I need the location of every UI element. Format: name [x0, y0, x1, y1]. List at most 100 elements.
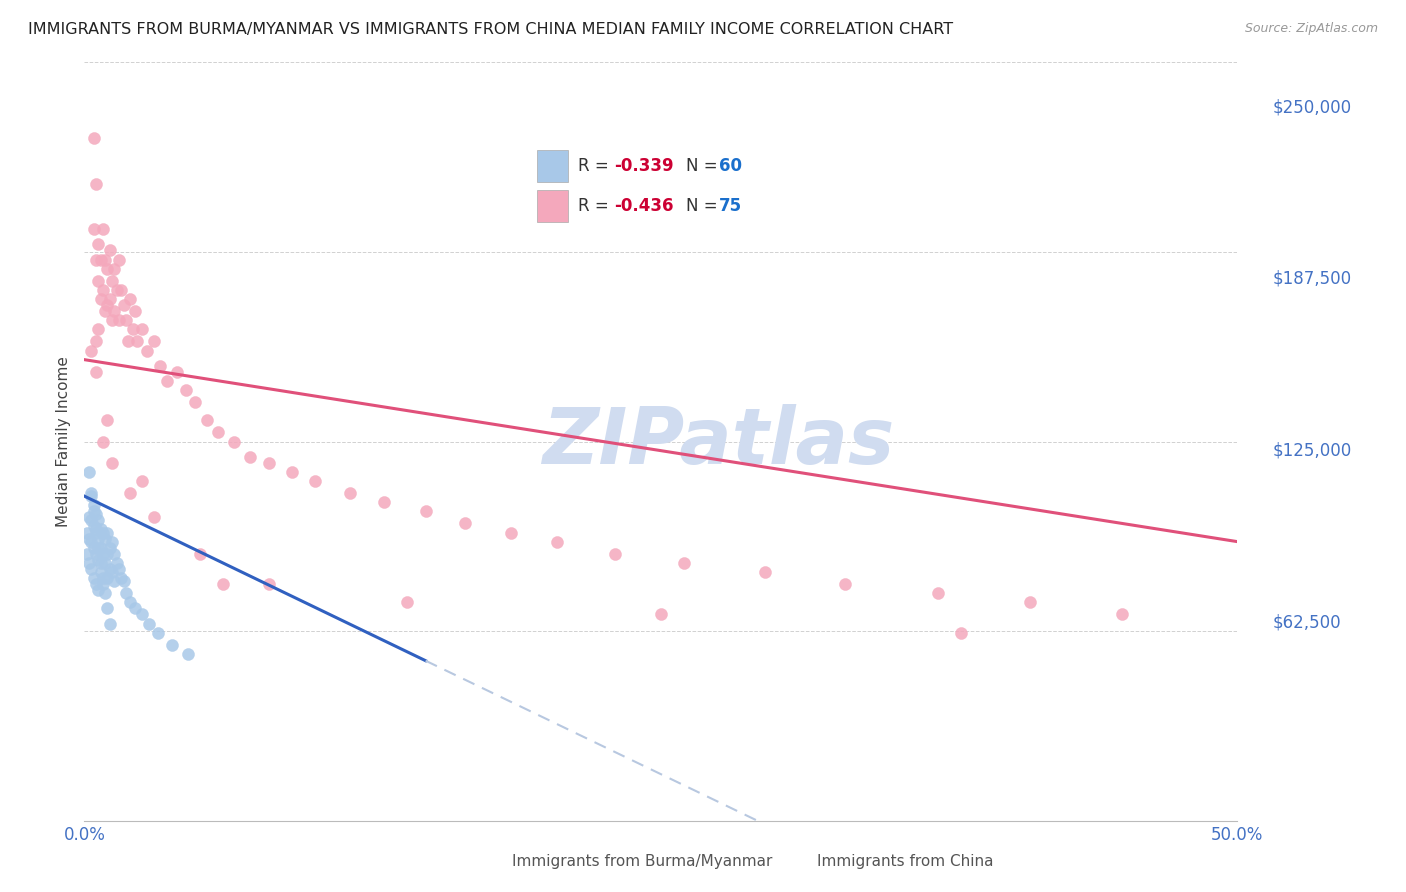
Point — [115, 586, 138, 600]
Point — [76, 547, 98, 561]
Point — [101, 534, 124, 549]
Point — [135, 343, 157, 358]
Point — [94, 252, 117, 267]
Point — [121, 322, 143, 336]
Point — [96, 547, 118, 561]
Point — [98, 616, 121, 631]
Point — [650, 607, 672, 622]
Point — [87, 532, 110, 546]
Point — [1111, 607, 1133, 622]
Point — [77, 556, 100, 570]
Text: -0.436: -0.436 — [614, 196, 673, 215]
Point — [83, 571, 105, 585]
Text: R =: R = — [578, 157, 614, 176]
Point — [131, 607, 153, 622]
Text: Source: ZipAtlas.com: Source: ZipAtlas.com — [1244, 22, 1378, 36]
Point — [96, 571, 118, 585]
Point — [94, 304, 117, 318]
Point — [224, 434, 246, 449]
Text: IMMIGRANTS FROM BURMA/MYANMAR VS IMMIGRANTS FROM CHINA MEDIAN FAMILY INCOME CORR: IMMIGRANTS FROM BURMA/MYANMAR VS IMMIGRA… — [28, 22, 953, 37]
Point — [239, 450, 262, 464]
Point — [101, 565, 124, 579]
Point — [339, 486, 361, 500]
Point — [120, 292, 142, 306]
Point — [96, 601, 118, 615]
Point — [96, 261, 118, 276]
Point — [80, 534, 103, 549]
Point — [499, 525, 522, 540]
Point — [98, 244, 121, 258]
Point — [177, 647, 200, 661]
Point — [174, 383, 197, 397]
Point — [77, 465, 100, 479]
Point — [83, 222, 105, 236]
Point — [211, 577, 233, 591]
Text: $125,000: $125,000 — [1272, 442, 1351, 459]
Point — [83, 131, 105, 145]
Point — [672, 556, 695, 570]
Point — [101, 456, 124, 470]
FancyBboxPatch shape — [537, 190, 568, 222]
Point — [91, 222, 114, 236]
Point — [76, 525, 98, 540]
Text: Immigrants from China: Immigrants from China — [817, 855, 994, 869]
Point — [927, 586, 949, 600]
Point — [149, 359, 172, 373]
Y-axis label: Median Family Income: Median Family Income — [56, 356, 72, 527]
Point — [91, 283, 114, 297]
Point — [89, 292, 111, 306]
Point — [87, 237, 110, 252]
Point — [110, 283, 132, 297]
Text: 60: 60 — [720, 157, 742, 176]
Point — [138, 616, 160, 631]
Point — [110, 571, 132, 585]
Point — [546, 534, 568, 549]
Point — [89, 541, 111, 555]
Point — [84, 334, 107, 349]
Point — [80, 562, 103, 576]
Point — [142, 510, 165, 524]
Point — [91, 577, 114, 591]
Point — [207, 425, 229, 440]
Point — [83, 541, 105, 555]
Point — [98, 562, 121, 576]
Text: R =: R = — [578, 196, 614, 215]
Point — [257, 456, 280, 470]
Point — [281, 465, 304, 479]
Point — [754, 565, 776, 579]
Point — [87, 274, 110, 288]
Point — [304, 474, 326, 488]
Point — [131, 474, 153, 488]
Point — [120, 486, 142, 500]
Point — [94, 532, 117, 546]
Point — [80, 489, 103, 503]
Point — [603, 547, 626, 561]
Point — [89, 556, 111, 570]
Point — [77, 532, 100, 546]
Point — [112, 298, 135, 312]
Point — [142, 334, 165, 349]
Point — [166, 365, 188, 379]
Point — [94, 556, 117, 570]
Point — [89, 252, 111, 267]
Point — [103, 547, 125, 561]
Point — [124, 304, 146, 318]
Point — [84, 365, 107, 379]
Point — [949, 625, 972, 640]
Text: ZIPatlas: ZIPatlas — [543, 403, 894, 480]
Point — [80, 486, 103, 500]
Point — [84, 523, 107, 537]
Point — [83, 519, 105, 533]
Point — [103, 304, 125, 318]
Point — [1018, 595, 1040, 609]
Point — [108, 252, 131, 267]
Point — [105, 283, 128, 297]
Point — [84, 577, 107, 591]
Point — [108, 313, 131, 327]
Point — [184, 395, 207, 409]
Point — [98, 541, 121, 555]
Text: N =: N = — [686, 157, 723, 176]
Point — [120, 595, 142, 609]
Point — [87, 583, 110, 598]
Point — [415, 504, 437, 518]
